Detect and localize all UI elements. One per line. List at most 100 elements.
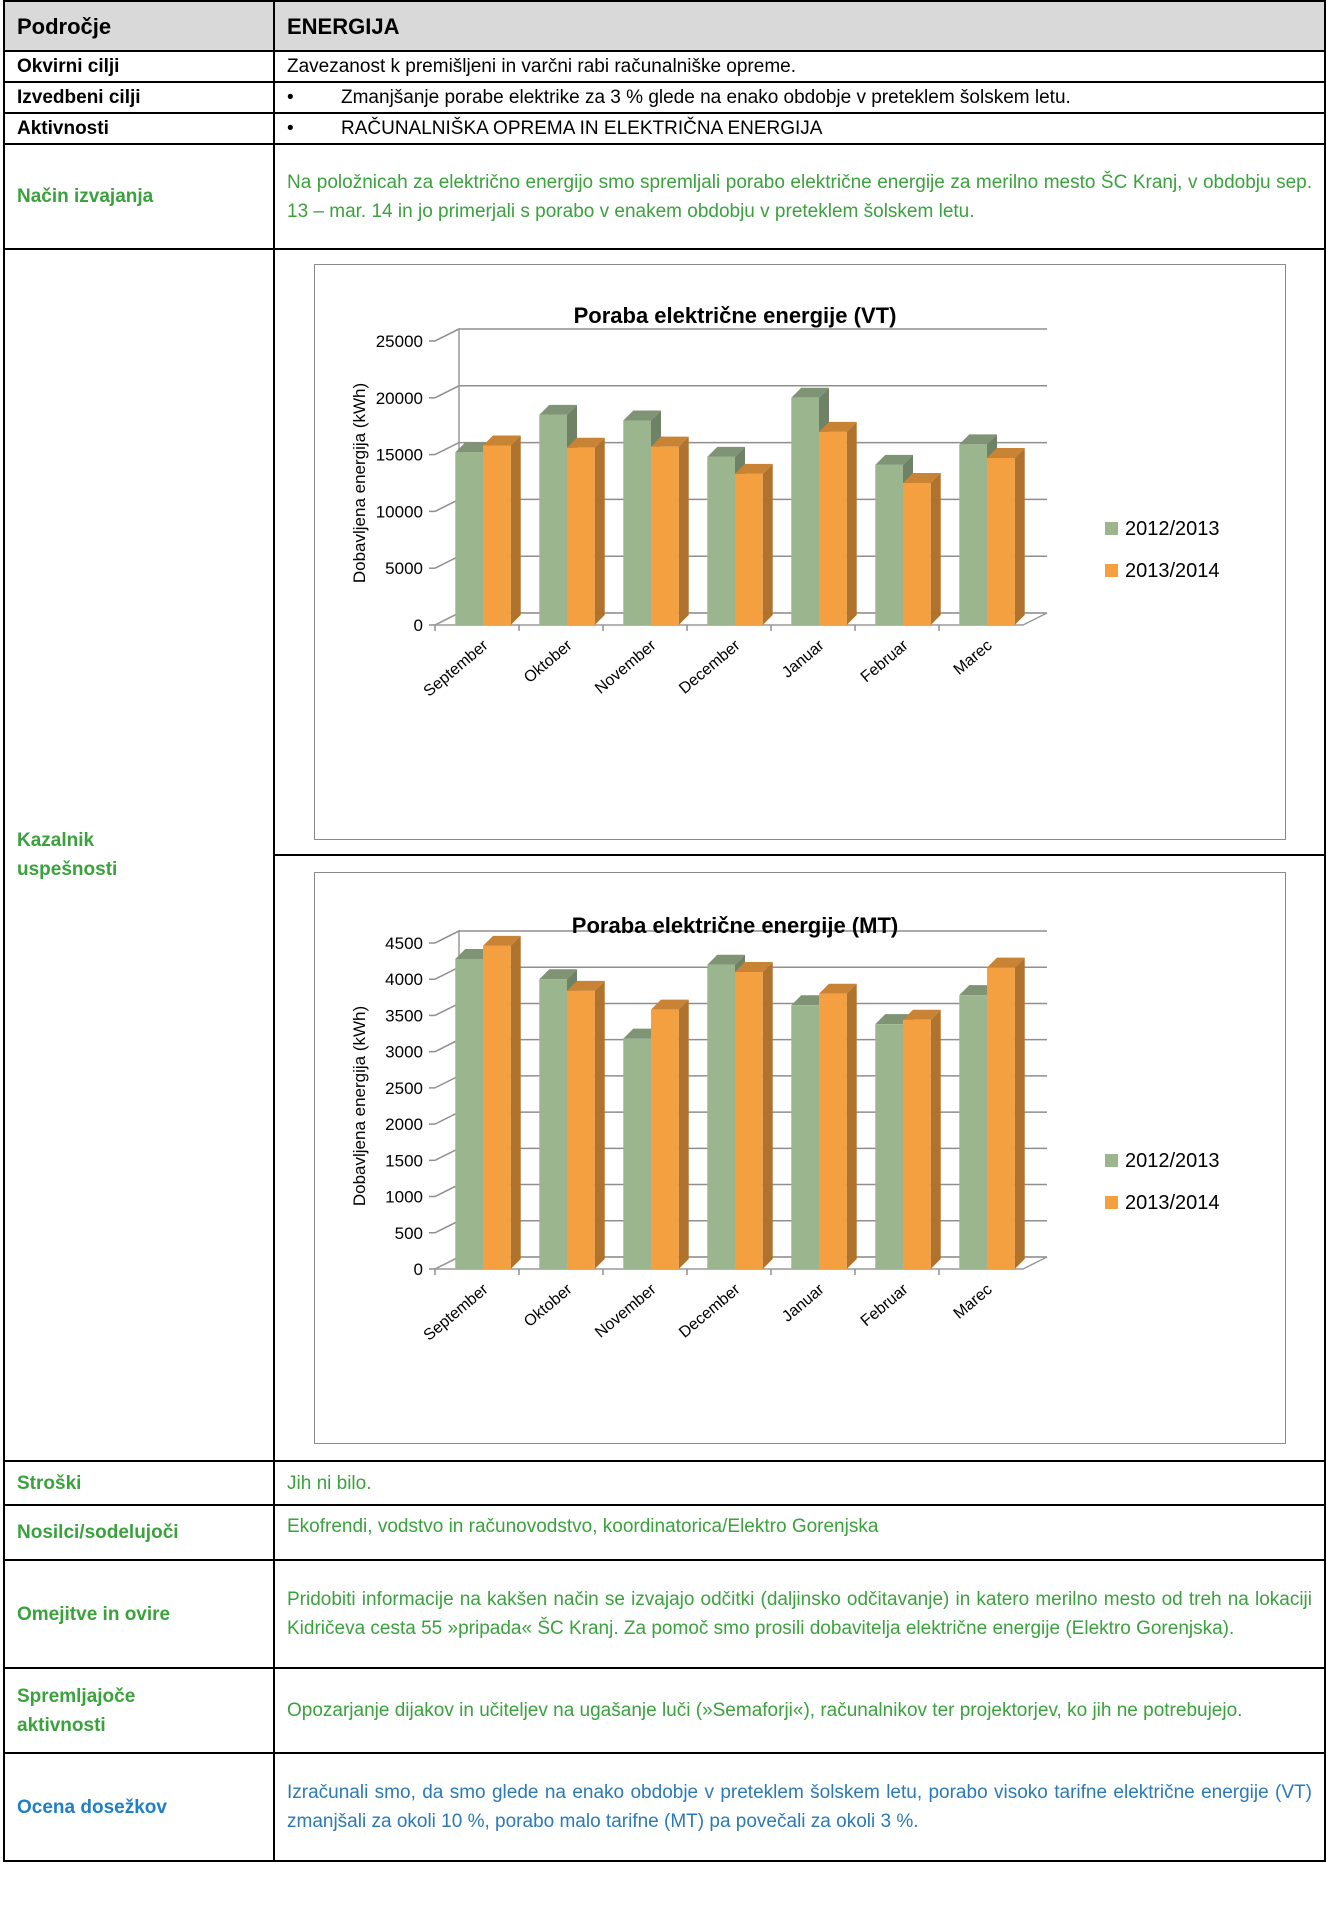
gridline	[434, 328, 1047, 342]
bar	[902, 483, 931, 625]
legend-label: 2012/2013	[1125, 1150, 1220, 1172]
bar-side	[678, 999, 689, 1269]
x-tick-label: Februar	[857, 1281, 911, 1330]
bar	[538, 979, 567, 1269]
bar	[790, 1005, 819, 1269]
chart-vt-cell: 0 5000 10000 15000 20000 25000 September Oktobe…	[273, 248, 1326, 856]
izvedbeni-cilji-label: Izvedbeni cilji	[3, 81, 275, 114]
bar-side	[594, 980, 605, 1269]
chart-vt-box: 0 5000 10000 15000 20000 25000 September Oktobe…	[313, 264, 1286, 840]
row-kazalnik-chart-vt: Kazalnik uspešnosti 0 5000 10000 15000 20000…	[3, 248, 1326, 1462]
bar-top	[818, 421, 857, 432]
y-tick-label: 20000	[375, 389, 422, 408]
bar-side	[510, 935, 521, 1269]
y-tick-label: 5000	[385, 559, 423, 578]
bar	[454, 452, 483, 625]
bar-top	[650, 436, 689, 447]
y-tick-label: 0	[413, 616, 422, 635]
row-nacin-izvajanja: Način izvajanja Na položnicah za elektri…	[3, 143, 1326, 250]
y-tick-label: 2000	[385, 1115, 423, 1134]
bar-side	[1014, 448, 1025, 625]
chart-vt: 0 5000 10000 15000 20000 25000 September Oktobe…	[350, 303, 1220, 701]
gridline	[434, 930, 1047, 944]
legend-swatch	[1104, 564, 1118, 577]
bar-side	[846, 421, 857, 625]
y-tick-label: 1000	[385, 1188, 423, 1207]
bar	[734, 971, 763, 1269]
bar-top	[706, 954, 745, 965]
bar-side	[678, 436, 689, 625]
bar-side	[846, 983, 857, 1269]
x-tick-label: December	[676, 1281, 744, 1342]
header-row: Področje ENERGIJA	[3, 0, 1326, 52]
bar	[650, 446, 679, 625]
bullet-icon: •	[287, 87, 294, 108]
x-tick-label: Oktober	[521, 1281, 576, 1331]
legend-label: 2013/2014	[1125, 560, 1220, 582]
omejitve-label: Omejitve in ovire	[3, 1559, 275, 1669]
chart-mt: 0 500 1000 1500 2000 2500 3000 3500 4000 4500 Sept…	[350, 913, 1220, 1345]
x-tick-label: Januar	[779, 637, 828, 682]
nacin-izvajanja-label: Način izvajanja	[3, 143, 275, 250]
legend-swatch	[1104, 1196, 1118, 1209]
kazalnik-label-line1: Kazalnik	[17, 830, 95, 851]
x-tick-label: Oktober	[521, 637, 576, 687]
bar-top	[986, 957, 1025, 968]
bar	[818, 431, 847, 625]
bar-top	[902, 473, 941, 483]
bar	[790, 397, 819, 625]
bar	[650, 1009, 679, 1269]
bar	[958, 444, 987, 625]
y-tick-label: 4000	[385, 970, 423, 989]
x-tick-label: November	[592, 637, 660, 698]
spremljajoce-text: Opozarjanje dijakov in učiteljev na ugaš…	[273, 1667, 1326, 1754]
bar-top	[818, 983, 857, 994]
bar	[958, 995, 987, 1269]
chart-mt-cell: 0 500 1000 1500 2000 2500 3000 3500 4000 4500 Sept…	[273, 854, 1326, 1462]
bar	[622, 420, 651, 625]
ocena-label: Ocena dosežkov	[3, 1752, 275, 1862]
spremljajoce-label-line1: Spremljajoče	[17, 1685, 136, 1707]
row-aktivnosti: Aktivnosti • RAČUNALNIŠKA OPREMA IN ELEKT…	[3, 112, 1326, 145]
action-plan-table: Področje ENERGIJA Okvirni cilji Zavezano…	[3, 0, 1326, 1862]
bar-top	[706, 446, 745, 457]
ocena-text: Izračunali smo, da smo glede na enako ob…	[273, 1752, 1326, 1862]
okvirni-cilji-text: Zavezanost k premišljeni in varčni rabi …	[273, 50, 1326, 83]
x-tick-label: September	[420, 1281, 491, 1345]
bar	[538, 414, 567, 625]
stroski-label: Stroški	[3, 1460, 275, 1506]
x-tick-label: September	[420, 637, 491, 701]
gridline	[434, 385, 1047, 399]
y-tick-label: 3500	[385, 1006, 423, 1025]
bar-top	[650, 999, 689, 1010]
bar	[622, 1038, 651, 1269]
bar-top	[622, 410, 661, 421]
bar-side	[930, 1009, 941, 1269]
bar	[706, 964, 735, 1269]
spremljajoce-label: Spremljajoče aktivnosti	[3, 1667, 275, 1754]
row-ocena: Ocena dosežkov Izračunali smo, da smo gl…	[3, 1752, 1326, 1862]
x-tick-label: November	[592, 1281, 660, 1342]
aktivnosti-label: Aktivnosti	[3, 112, 275, 145]
y-tick-label: 15000	[375, 446, 422, 465]
legend-label: 2013/2014	[1125, 1192, 1220, 1214]
chart-title: Poraba električne energije (VT)	[573, 303, 896, 328]
header-area-label: Področje	[3, 0, 275, 52]
y-axis-title: Dobavljena energija (kWh)	[350, 1006, 369, 1206]
bar-top	[986, 448, 1025, 459]
spremljajoce-label-line2: aktivnosti	[17, 1714, 106, 1736]
y-tick-label: 25000	[375, 332, 422, 351]
bar-top	[874, 454, 913, 465]
bar-top	[734, 463, 773, 474]
legend-label: 2012/2013	[1125, 518, 1220, 540]
bar	[874, 1024, 903, 1269]
bar	[818, 993, 847, 1269]
bar-top	[538, 969, 577, 980]
y-tick-label: 4500	[385, 934, 423, 953]
legend-swatch	[1104, 522, 1118, 535]
bar	[874, 464, 903, 625]
header-area-value: ENERGIJA	[273, 0, 1326, 52]
bar	[734, 473, 763, 625]
bar-top	[482, 435, 521, 446]
y-tick-label: 0	[413, 1260, 422, 1279]
